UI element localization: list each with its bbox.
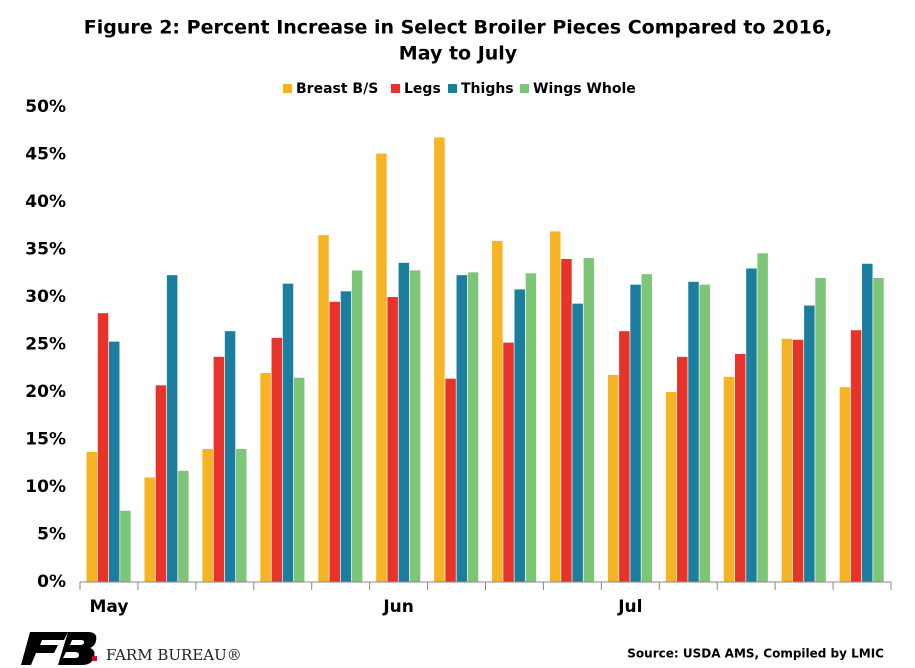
bar (746, 268, 757, 582)
bar (688, 281, 699, 582)
y-tick-label: 25% (25, 335, 66, 355)
bar (213, 356, 225, 582)
bar (271, 337, 283, 582)
bar (699, 284, 710, 582)
bar (549, 231, 561, 582)
bar (434, 137, 445, 582)
legend-swatch (448, 84, 457, 93)
bar (641, 274, 653, 582)
bar (873, 278, 884, 582)
bar (665, 392, 677, 582)
y-tick-label: 15% (25, 430, 66, 450)
y-tick-label: 50% (25, 97, 66, 117)
legend-swatch (520, 84, 529, 93)
bar (445, 378, 456, 582)
bar (804, 305, 815, 582)
bar (619, 331, 630, 582)
y-tick-label: 20% (25, 382, 66, 402)
bar (260, 373, 271, 582)
bar (329, 301, 340, 582)
bar (282, 283, 294, 582)
bar (293, 377, 305, 582)
bar (97, 313, 109, 582)
chart-title: Figure 2: Percent Increase in Select Bro… (84, 17, 833, 39)
bar (376, 153, 387, 583)
y-tick-label: 40% (25, 192, 66, 212)
bar (850, 330, 862, 582)
bar (514, 289, 525, 582)
x-tick-label: Jul (617, 597, 642, 617)
bar (155, 385, 167, 582)
bar (318, 235, 329, 582)
bar (144, 477, 155, 582)
bar (525, 273, 537, 582)
bar (236, 449, 247, 582)
bar (734, 354, 746, 582)
bar (398, 262, 410, 582)
legend-swatch (391, 84, 400, 93)
y-tick-label: 45% (25, 145, 66, 165)
bar (492, 240, 503, 582)
bar (351, 270, 363, 582)
bar (792, 339, 804, 582)
bar (86, 451, 98, 582)
bar (781, 338, 793, 582)
bar (630, 284, 641, 582)
x-tick-label: Jun (382, 597, 414, 617)
legend-label: Breast B/S (296, 81, 378, 97)
bar (409, 270, 421, 582)
bar (166, 275, 178, 582)
bar (108, 341, 120, 582)
bar (862, 263, 873, 582)
chart-title: May to July (399, 43, 518, 65)
bar (583, 258, 595, 582)
bar (815, 278, 826, 582)
y-tick-label: 0% (37, 572, 66, 592)
legend-swatch (283, 84, 292, 93)
bar (607, 374, 619, 582)
bar (202, 449, 213, 582)
brand-name: FARM BUREAU® (106, 646, 242, 664)
bar (224, 331, 236, 582)
bar (839, 387, 851, 582)
logo (21, 632, 97, 665)
y-tick-label: 10% (25, 477, 66, 497)
bar (456, 275, 468, 582)
x-tick-label: May (89, 597, 128, 617)
bar (677, 356, 688, 582)
bar (572, 303, 583, 582)
bar (120, 510, 131, 582)
bar (757, 253, 768, 583)
bar (503, 342, 514, 582)
bar (178, 470, 189, 582)
y-tick-label: 35% (25, 240, 66, 260)
legend-label: Thighs (461, 81, 514, 97)
y-tick-label: 5% (37, 525, 66, 545)
bar (561, 259, 572, 582)
bar (387, 297, 398, 582)
legend-label: Legs (404, 81, 441, 97)
bar (467, 272, 479, 582)
bar (723, 376, 735, 582)
y-tick-label: 30% (25, 287, 66, 307)
legend-label: Wings Whole (533, 81, 636, 97)
source-note: Source: USDA AMS, Compiled by LMIC (627, 647, 884, 661)
bar (340, 291, 352, 582)
